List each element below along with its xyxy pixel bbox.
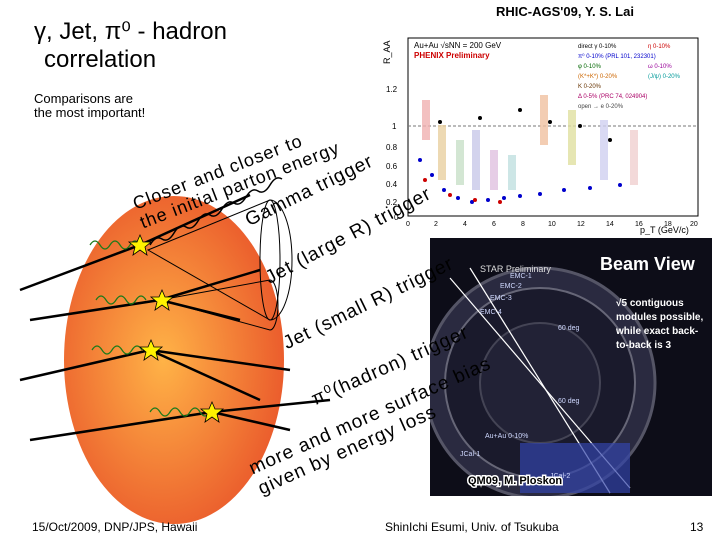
footer-center: ShinIchi Esumi, Univ. of Tsukuba	[385, 520, 559, 534]
jet-arrows	[19, 193, 331, 442]
svg-text:direct γ 0-10%: direct γ 0-10%	[578, 44, 617, 50]
svg-text:open → e 0-20%: open → e 0-20%	[578, 104, 624, 110]
page-number: 13	[690, 520, 704, 534]
beam-view-title: Beam View	[600, 254, 696, 274]
svg-text:12: 12	[577, 221, 585, 228]
svg-text:φ 0-10%: φ 0-10%	[578, 64, 602, 70]
vertex-stars	[127, 233, 225, 423]
svg-text:8: 8	[521, 221, 525, 228]
ytick-label: 1.2	[386, 85, 398, 94]
svg-text:14: 14	[606, 221, 614, 228]
svg-text:Au+Au 0-10%: Au+Au 0-10%	[485, 433, 528, 440]
svg-text:ω 0-10%: ω 0-10%	[648, 64, 672, 70]
plot-frame	[407, 37, 699, 217]
svg-text:EMC-2: EMC-2	[500, 283, 522, 290]
beam-star-label: STAR Preliminary	[480, 264, 551, 274]
svg-text:to-back is 3: to-back is 3	[616, 340, 671, 351]
title-line-1: γ, Jet, π⁰ - hadron	[34, 18, 227, 45]
svg-text:10: 10	[548, 221, 556, 228]
svg-text:JCal-2: JCal-2	[550, 473, 570, 480]
svg-text:0: 0	[406, 221, 410, 228]
comparison-line-1: Comparisons are	[34, 91, 133, 106]
slide-title: γ, Jet, π⁰ - hadron correlation	[34, 18, 227, 74]
svg-text:modules possible,: modules possible,	[616, 312, 703, 323]
svg-text:60 deg: 60 deg	[558, 398, 580, 405]
plot-legend: direct γ 0-10% η 0-10% π⁰ 0-10% (PRL 101…	[578, 44, 681, 110]
footer-left: 15/Oct/2009, DNP/JPS, Hawaii	[32, 520, 198, 534]
svg-text:K 0-20%: K 0-20%	[578, 84, 602, 90]
ytick-label: 1	[392, 122, 397, 131]
ytick-label: 0.6	[386, 162, 398, 171]
svg-text:16: 16	[635, 221, 643, 228]
plot-xtick-labels: 0 2 4 6 8 10 12 14 16 18 20	[406, 221, 698, 228]
svg-text:JCal-1: JCal-1	[460, 451, 480, 458]
svg-text:EMC-1: EMC-1	[510, 273, 532, 280]
plot-header-1: Au+Au √sNN = 200 GeV	[414, 41, 502, 50]
plot-header-2: PHENIX Preliminary	[414, 51, 490, 60]
plot-xlabel: p_T (GeV/c)	[640, 225, 689, 235]
ytick-label: 0.2	[386, 198, 398, 207]
title-line-2: correlation	[44, 46, 157, 73]
raa-plot: R_AA p_T (GeV/c) Au+Au √sNN = 200 GeV PH…	[382, 37, 699, 235]
svg-text:while exact back-: while exact back-	[615, 326, 698, 337]
beam-labels: EMC-1 EMC-2 EMC-3 EMC-4 60 deg 60 deg Au…	[460, 273, 580, 480]
photon-line	[149, 177, 283, 246]
plot-data-marks	[418, 95, 638, 204]
plot-ytick-labels: 1.2 1 0.8 0.6 0.4 0.2 0	[386, 85, 399, 222]
svg-text:2: 2	[434, 221, 438, 228]
beam-note: √5 contiguous modules possible, while ex…	[615, 298, 703, 351]
svg-text:60 deg: 60 deg	[558, 325, 580, 332]
ytick-label: 0.4	[386, 180, 398, 189]
comparison-note: Comparisons are the most important!	[34, 92, 145, 120]
svg-text:(J/ψ) 0-20%: (J/ψ) 0-20%	[648, 74, 681, 80]
beam-view-figure: Beam View STAR Preliminary √5 contiguous…	[430, 238, 712, 496]
svg-text:20: 20	[690, 221, 698, 228]
beam-caption: QM09, M. Ploskon	[468, 475, 562, 487]
ytick-label: 0.8	[386, 143, 398, 152]
plot-ylabel: R_AA	[382, 40, 392, 64]
svg-text:EMC-4: EMC-4	[480, 309, 502, 316]
svg-text:6: 6	[492, 221, 496, 228]
svg-text:4: 4	[463, 221, 467, 228]
svg-text:18: 18	[664, 221, 672, 228]
ytick-label: 0	[394, 213, 399, 222]
svg-text:η 0-10%: η 0-10%	[648, 44, 671, 50]
svg-text:Δ 0-5% (PRC 74, 024904): Δ 0-5% (PRC 74, 024904)	[578, 94, 647, 100]
svg-text:(K*+K*) 0-20%: (K*+K*) 0-20%	[578, 74, 618, 80]
svg-text:π⁰ 0-10% (PRL 101, 232301): π⁰ 0-10% (PRL 101, 232301)	[578, 53, 656, 60]
comparison-line-2: the most important!	[34, 105, 146, 120]
svg-text:EMC-3: EMC-3	[490, 295, 512, 302]
header-right: RHIC-AGS'09, Y. S. Lai	[496, 4, 634, 19]
calorimeter-block	[520, 443, 630, 493]
svg-text:√5 contiguous: √5 contiguous	[616, 298, 684, 309]
